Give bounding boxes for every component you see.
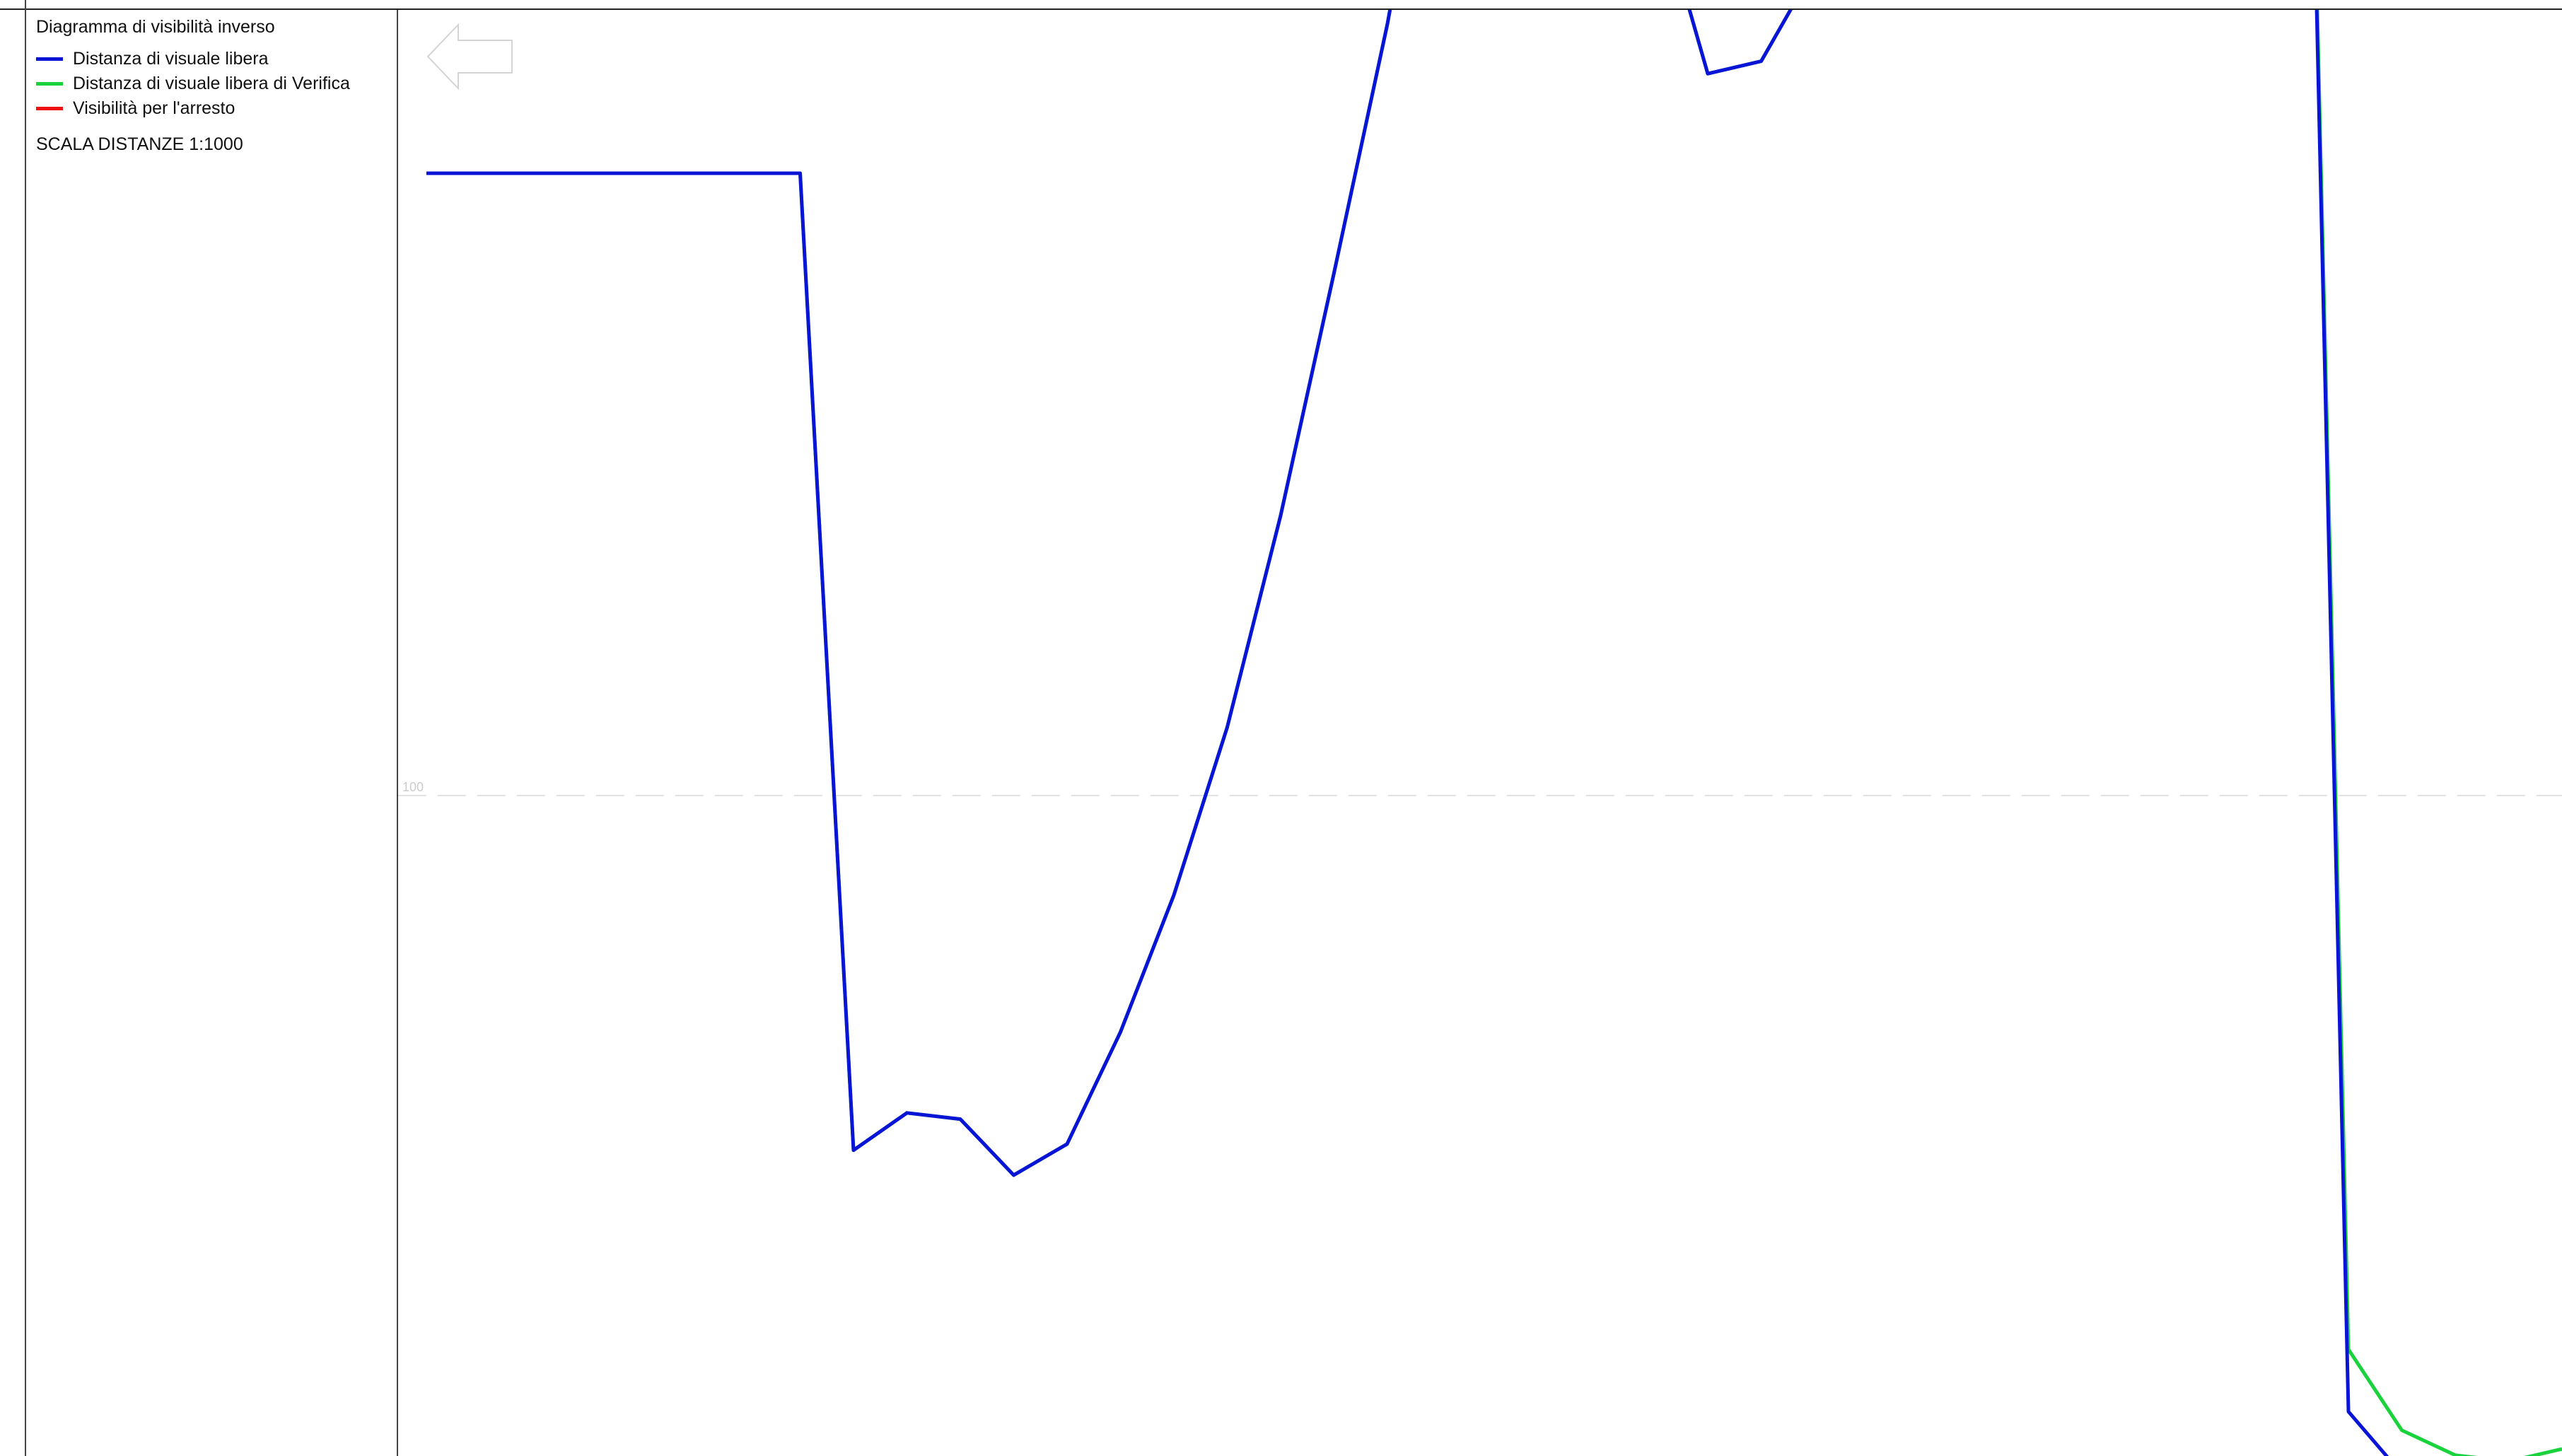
gridline-label: 100	[402, 780, 424, 794]
scale-note: SCALA DISTANZE 1:1000	[36, 134, 243, 155]
legend-panel: Diagramma di visibilità inverso Distanza…	[26, 10, 398, 1456]
legend-swatch-blue	[36, 57, 63, 61]
legend-item-visuale-libera: Distanza di visuale libera	[36, 47, 269, 71]
legend-swatch-green	[36, 82, 63, 86]
series-line-0	[426, 10, 2562, 1456]
legend-title: Diagramma di visibilità inverso	[36, 17, 275, 37]
visibility-chart: 100	[398, 10, 2562, 1456]
series-line-1	[426, 10, 2562, 1456]
legend-label: Distanza di visuale libera	[73, 49, 269, 69]
legend-item-verifica: Distanza di visuale libera di Verifica	[36, 71, 350, 95]
legend-label: Distanza di visuale libera di Verifica	[73, 74, 350, 94]
legend-item-arresto: Visibilità per l'arresto	[36, 96, 235, 120]
legend-swatch-red	[36, 107, 63, 110]
top-rule	[0, 0, 2562, 10]
legend-label: Visibilità per l'arresto	[73, 98, 235, 119]
